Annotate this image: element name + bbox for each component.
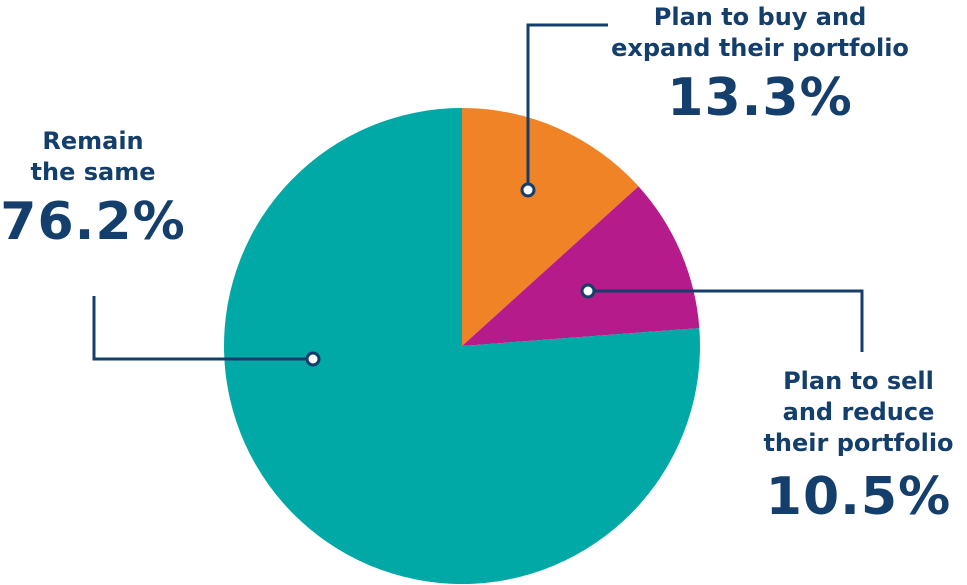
leader-line-sell [588,289,864,352]
slice-value: 13.3% [667,68,853,128]
pie-slice-buy [462,108,639,346]
pie-slice-sell [462,186,700,346]
leader-line-remain [92,296,313,361]
slice-value: 76.2% [0,192,186,252]
slice-value: 10.5% [765,467,952,527]
leader-anchor-remain [305,351,321,367]
slice-name: Plan to buy and expand their portfolio [611,3,909,62]
pie-slice-remain [224,108,700,584]
slice-label-buy: Plan to buy and expand their portfolio 1… [560,2,960,128]
slice-label-remain: Remain the same 76.2% [0,126,186,252]
leader-anchor-sell [580,283,596,299]
slice-name: Remain the same [30,127,156,186]
leader-anchor-buy [520,182,536,198]
leader-line-buy [526,23,608,190]
slice-label-sell: Plan to sell and reduce their portfolio … [750,366,967,527]
slice-name: Plan to sell and reduce their portfolio [763,367,954,457]
